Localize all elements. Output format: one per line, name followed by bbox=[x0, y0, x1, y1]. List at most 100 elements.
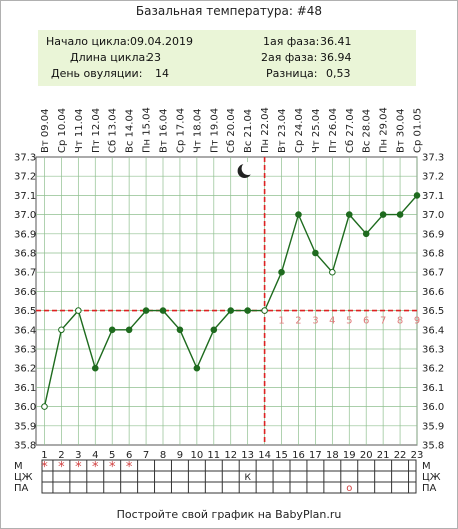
menstruation-mark: * bbox=[41, 460, 48, 475]
x-tick-label: 22 bbox=[394, 450, 407, 461]
row-label-left: М bbox=[14, 461, 23, 472]
temperature-point bbox=[396, 211, 404, 218]
y-tick-label-left: 36.7 bbox=[14, 268, 36, 279]
temperature-point bbox=[91, 364, 99, 372]
y-tick-label-left: 36.9 bbox=[14, 229, 36, 240]
date-label: Ср 01.05 bbox=[413, 108, 424, 153]
plot-area bbox=[35, 156, 418, 446]
cycle-start-value: 09.04.2019 bbox=[130, 35, 193, 48]
temperature-point bbox=[125, 326, 133, 334]
y-tick-label-right: 36.0 bbox=[422, 402, 444, 413]
x-tick-label: 16 bbox=[292, 450, 305, 461]
date-label: Чт 11.04 bbox=[74, 109, 85, 154]
temperature-point bbox=[413, 192, 421, 199]
date-label: Сб 27.04 bbox=[345, 108, 356, 153]
date-label: Сб 13.04 bbox=[108, 108, 119, 153]
phase-day-number: 2 bbox=[295, 316, 301, 327]
cycle-length-value: 23 bbox=[147, 51, 161, 64]
temperature-point bbox=[108, 326, 116, 334]
temperature-point bbox=[75, 307, 82, 314]
row-label-right: М bbox=[422, 461, 431, 472]
temperature-point bbox=[278, 268, 285, 276]
temperature-point bbox=[261, 307, 268, 314]
temperature-point bbox=[159, 307, 167, 314]
cycle-length-label: Длина цикла: bbox=[70, 51, 149, 64]
y-tick-label-right: 37.0 bbox=[422, 210, 444, 221]
x-tick-label: 23 bbox=[411, 450, 424, 461]
y-tick-label-left: 36.8 bbox=[14, 249, 36, 260]
phase1-value: 36.41 bbox=[320, 35, 352, 48]
cervical-fluid-mark: К bbox=[244, 473, 251, 483]
temperature-point bbox=[193, 364, 201, 372]
y-tick-label-left: 36.1 bbox=[14, 383, 36, 394]
y-tick-label-left: 36.5 bbox=[14, 306, 36, 317]
ovulation-day-label: День овуляции: bbox=[51, 67, 143, 80]
x-tick-label: 15 bbox=[275, 450, 288, 461]
date-label: Вт 23.04 bbox=[277, 109, 288, 154]
date-label: Вс 14.04 bbox=[125, 109, 136, 153]
y-tick-label-left: 36.0 bbox=[14, 402, 36, 413]
chart-title: Базальная температура: #48 bbox=[135, 4, 323, 18]
y-tick-label-right: 36.9 bbox=[422, 229, 444, 240]
x-tick-label: 20 bbox=[360, 450, 373, 461]
temperature-point bbox=[362, 230, 370, 238]
y-tick-label-right: 36.8 bbox=[422, 249, 444, 260]
date-label: Пт 26.04 bbox=[328, 108, 339, 153]
date-label: Пт 19.04 bbox=[209, 108, 220, 153]
y-tick-label-right: 36.1 bbox=[422, 383, 444, 394]
date-label: Пн 15.04 bbox=[142, 107, 153, 153]
difference-label: Разница: bbox=[266, 67, 318, 80]
y-tick-label-right: 37.3 bbox=[422, 153, 444, 164]
date-label: Пн 29.04 bbox=[379, 107, 390, 153]
menstruation-mark: * bbox=[58, 460, 65, 475]
y-tick-label-left: 36.2 bbox=[14, 364, 36, 375]
y-tick-label-right: 36.3 bbox=[422, 345, 444, 356]
menstruation-mark: * bbox=[109, 460, 116, 475]
phase-day-number: 1 bbox=[278, 316, 284, 327]
temperature-point bbox=[312, 249, 319, 257]
phase-day-number: 7 bbox=[380, 316, 386, 327]
phase-day-number: 8 bbox=[397, 316, 403, 327]
phase1-label: 1ая фаза: bbox=[263, 35, 320, 48]
cycle-start-label: Начало цикла: bbox=[46, 35, 131, 48]
menstruation-mark: * bbox=[75, 460, 82, 475]
moon-icon bbox=[237, 162, 255, 178]
y-tick-label-left: 36.6 bbox=[14, 287, 36, 298]
y-tick-label-left: 37.0 bbox=[14, 210, 36, 221]
y-tick-label-right: 36.6 bbox=[422, 287, 444, 298]
date-label: Ср 10.04 bbox=[57, 108, 68, 153]
y-tick-label-left: 35.8 bbox=[14, 441, 36, 452]
temperature-point bbox=[295, 211, 302, 218]
y-tick-label-right: 36.2 bbox=[422, 364, 444, 375]
date-label: Ср 17.04 bbox=[175, 108, 186, 153]
x-tick-label: 7 bbox=[143, 450, 149, 461]
temperature-point bbox=[244, 307, 251, 314]
date-label: Вт 16.04 bbox=[159, 109, 170, 154]
y-tick-label-left: 36.4 bbox=[14, 325, 36, 336]
x-tick-label: 10 bbox=[190, 450, 203, 461]
menstruation-mark: * bbox=[92, 460, 99, 475]
phase2-label: 2ая фаза: bbox=[261, 51, 318, 64]
date-label: Чт 18.04 bbox=[192, 109, 203, 154]
y-tick-label-right: 35.8 bbox=[422, 441, 444, 452]
x-tick-label: 5 bbox=[109, 450, 115, 461]
date-label: Ср 24.04 bbox=[294, 108, 305, 153]
date-label: Вс 28.04 bbox=[362, 109, 373, 153]
phase-day-number: 5 bbox=[346, 316, 352, 327]
y-tick-label-left: 36.3 bbox=[14, 345, 36, 356]
date-label: Вс 21.04 bbox=[243, 109, 254, 153]
date-label: Сб 20.04 bbox=[226, 108, 237, 153]
phase-day-number: 9 bbox=[414, 316, 420, 327]
date-label: Чт 25.04 bbox=[311, 109, 322, 154]
x-tick-label: 13 bbox=[241, 450, 254, 461]
y-tick-label-left: 37.2 bbox=[14, 172, 36, 183]
intercourse-mark: о bbox=[346, 483, 352, 494]
x-tick-label: 4 bbox=[92, 450, 98, 461]
y-tick-label-right: 36.5 bbox=[422, 306, 444, 317]
menstruation-mark: * bbox=[126, 460, 133, 475]
date-label: Вт 09.04 bbox=[40, 109, 51, 154]
x-tick-label: 17 bbox=[309, 450, 322, 461]
temperature-point bbox=[329, 268, 336, 276]
date-label: Пн 22.04 bbox=[260, 107, 271, 153]
